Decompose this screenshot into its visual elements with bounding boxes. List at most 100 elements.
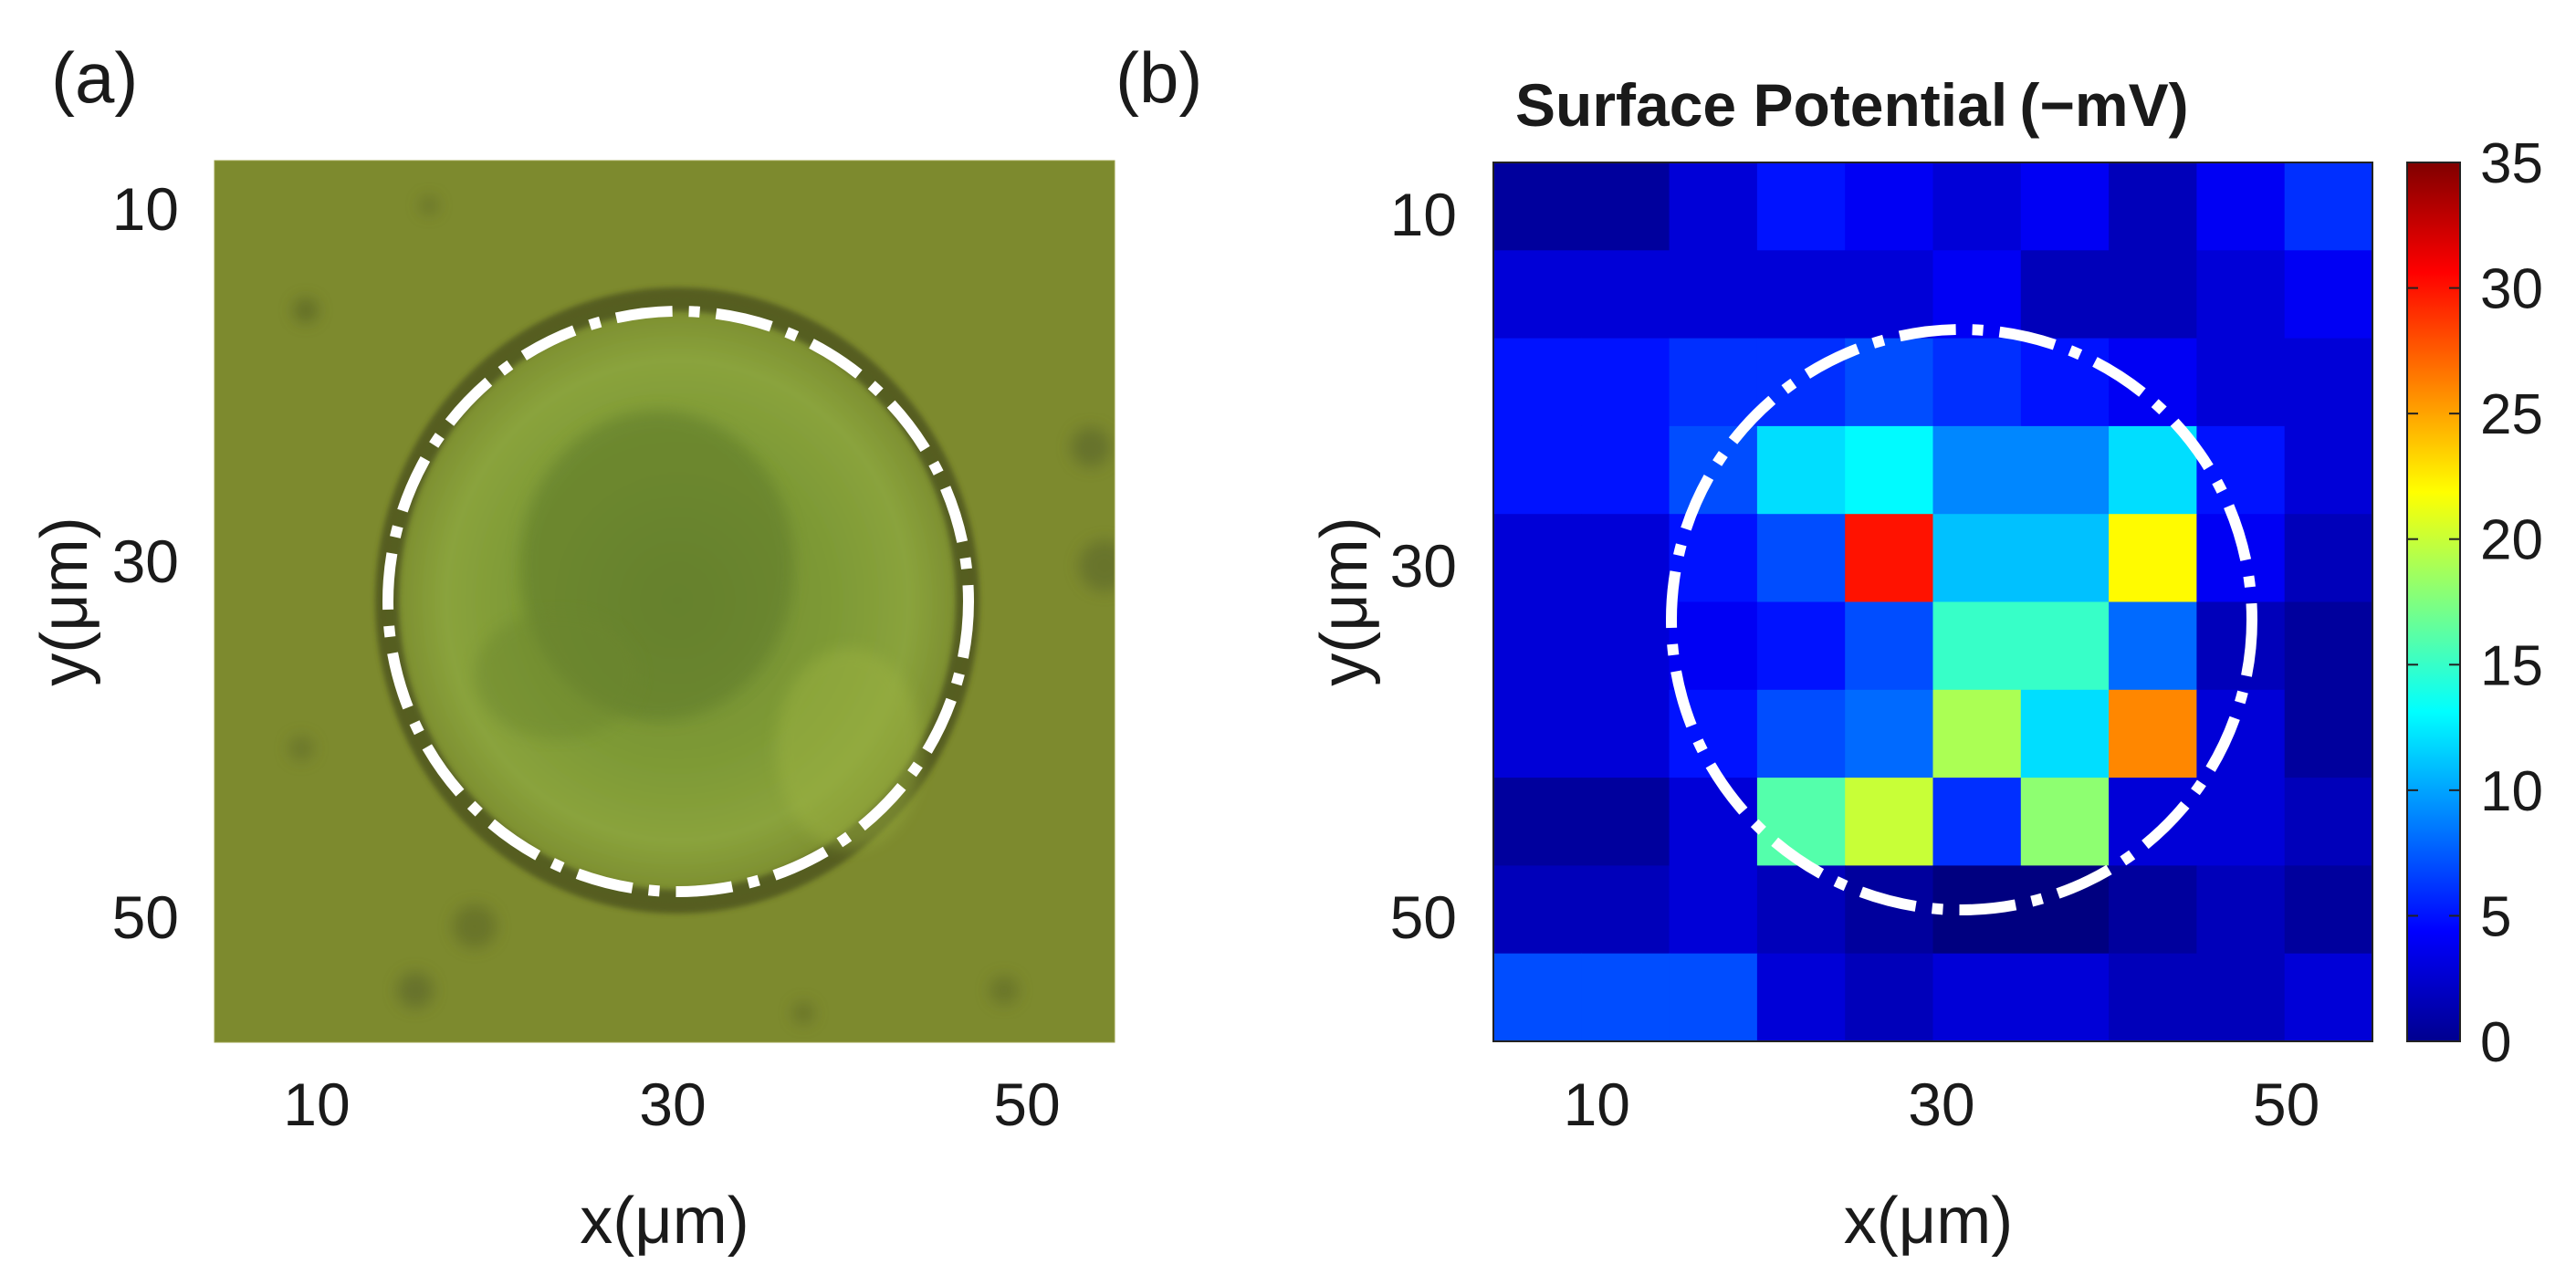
heatmap-cell bbox=[1845, 601, 1934, 691]
heatmap-cell bbox=[2109, 953, 2197, 1042]
heatmap-cell bbox=[2196, 250, 2286, 340]
heatmap-cell bbox=[1493, 162, 1582, 251]
heatmap-cell bbox=[1932, 689, 2022, 778]
heatmap-cell bbox=[2109, 250, 2197, 340]
heatmap-cell bbox=[1581, 162, 1670, 251]
heatmap-cell bbox=[1932, 601, 2022, 691]
heatmap-cell bbox=[2284, 425, 2373, 515]
panel-a-label: (a) bbox=[51, 37, 138, 118]
heatmap-cell bbox=[1669, 250, 1758, 340]
heatmap-cell bbox=[2109, 514, 2197, 603]
colorbar-tick-label: 5 bbox=[2480, 885, 2511, 948]
heatmap-cell bbox=[2284, 250, 2373, 340]
heatmap-cell bbox=[1756, 250, 1846, 340]
heatmap-cell bbox=[2196, 778, 2286, 866]
heatmap-cell bbox=[2196, 425, 2286, 515]
heatmap-cell bbox=[2196, 953, 2286, 1042]
colorbar-tick-label: 20 bbox=[2480, 509, 2543, 572]
heatmap-cell bbox=[2020, 514, 2110, 603]
heatmap-cell bbox=[1845, 425, 1934, 515]
heatmap-cell bbox=[2020, 425, 2110, 515]
panel-b-axes: 10 30 50 10 30 50 x(μm) y(μm) bbox=[1308, 162, 2373, 1258]
heatmap-cell bbox=[1669, 953, 1758, 1042]
panel-b-frame bbox=[1492, 162, 2373, 1042]
heatmap-cell bbox=[2109, 865, 2197, 955]
panel-b-xtick: 10 bbox=[1564, 1071, 1630, 1138]
heatmap-cell bbox=[2020, 601, 2110, 691]
heatmap-cell bbox=[1581, 601, 1670, 691]
colorbar-ticks: 0 5 10 15 20 25 30 35 bbox=[2407, 132, 2543, 1074]
heatmap-cell bbox=[1493, 250, 1582, 340]
colorbar-tick-label: 35 bbox=[2480, 132, 2543, 195]
panel-b-dashdot-circle bbox=[1666, 324, 2257, 915]
panel-b-label: (b) bbox=[1115, 37, 1202, 118]
heatmap-cell bbox=[1493, 778, 1582, 866]
colorbar-tick-label: 25 bbox=[2480, 383, 2543, 446]
heatmap-cell bbox=[1932, 162, 2022, 251]
heatmap-cell bbox=[1932, 953, 2022, 1042]
heatmap-cell bbox=[1493, 425, 1582, 515]
heatmap-cell bbox=[2020, 162, 2110, 251]
heatmap-cell bbox=[1845, 865, 1934, 955]
heatmap-cell bbox=[1581, 338, 1670, 427]
panel-b-xlabel: x(μm) bbox=[1844, 1185, 2013, 1258]
heatmap-cell bbox=[2284, 953, 2373, 1042]
heatmap-cell bbox=[1845, 250, 1934, 340]
heatmap-cell bbox=[1581, 865, 1670, 955]
panel-b-ytick: 50 bbox=[1390, 883, 1457, 951]
heatmap-cell bbox=[1493, 953, 1582, 1042]
micrograph-specks bbox=[288, 196, 1115, 1024]
heatmap-cell bbox=[1845, 778, 1934, 866]
heatmap-cell bbox=[2109, 162, 2197, 251]
heatmap-cell bbox=[2284, 689, 2373, 778]
heatmap-cell bbox=[2196, 601, 2286, 691]
panel-a-dashdot-circle bbox=[382, 306, 974, 897]
panel-b-ytick: 30 bbox=[1390, 532, 1457, 600]
heatmap-cell bbox=[1669, 425, 1758, 515]
panel-a-optical-image bbox=[215, 161, 1115, 1042]
heatmap-cell bbox=[1669, 865, 1758, 955]
heatmap-cell bbox=[1756, 778, 1846, 866]
heatmap-cell bbox=[2284, 778, 2373, 866]
heatmap-cell bbox=[1845, 162, 1934, 251]
panel-a-ytick-2: 30 bbox=[112, 528, 179, 595]
heatmap-cell bbox=[2109, 601, 2197, 691]
panel-b-title: Surface Potential (−mV) bbox=[1515, 71, 2189, 139]
panel-a-xlabel: x(μm) bbox=[580, 1185, 749, 1258]
panel-a-ytick-3: 50 bbox=[112, 883, 179, 951]
heatmap-cell bbox=[2284, 601, 2373, 691]
heatmap-cell bbox=[2020, 338, 2110, 427]
heatmap-cell bbox=[1845, 953, 1934, 1042]
heatmap-cell bbox=[1581, 250, 1670, 340]
heatmap-cell bbox=[1756, 865, 1846, 955]
heatmap-cell bbox=[1756, 425, 1846, 515]
heatmap-cell bbox=[1493, 689, 1582, 778]
panel-a-frame bbox=[214, 160, 1115, 1043]
heatmap-cell bbox=[1756, 689, 1846, 778]
heatmap-cell bbox=[1493, 601, 1582, 691]
heatmap-cell bbox=[1756, 601, 1846, 691]
colorbar-tick-label: 30 bbox=[2480, 258, 2543, 321]
colorbar-tick-label: 10 bbox=[2480, 760, 2543, 823]
heatmap-cell bbox=[1493, 338, 1582, 427]
colorbar bbox=[2406, 162, 2461, 1042]
heatmap-cell bbox=[1581, 953, 1670, 1042]
heatmap-cell bbox=[1845, 689, 1934, 778]
heatmap-cell bbox=[1756, 514, 1846, 603]
heatmap-cell bbox=[2020, 778, 2110, 866]
heatmap-cell bbox=[1932, 514, 2022, 603]
panel-b-heatmap bbox=[1493, 162, 2373, 1042]
heatmap-cell bbox=[2109, 778, 2197, 866]
panel-b-xtick: 30 bbox=[1908, 1071, 1974, 1138]
heatmap-cell bbox=[1669, 162, 1758, 251]
heatmap-cell bbox=[1669, 778, 1758, 866]
heatmap-cell bbox=[1581, 689, 1670, 778]
heatmap-cell bbox=[2109, 425, 2197, 515]
heatmap-cell bbox=[1932, 425, 2022, 515]
heatmap-cell bbox=[2284, 162, 2373, 251]
heatmap-cell bbox=[2284, 338, 2373, 427]
heatmap-cell bbox=[1581, 778, 1670, 866]
panel-a-xtick-3: 50 bbox=[993, 1071, 1060, 1138]
heatmap-cell bbox=[2020, 689, 2110, 778]
